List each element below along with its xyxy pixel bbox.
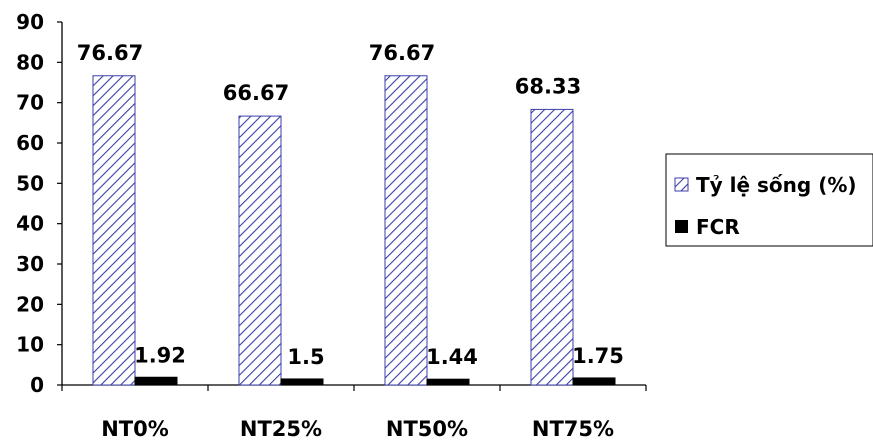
legend-frame — [665, 153, 873, 247]
legend-swatch-survival — [674, 177, 689, 192]
data-label-fcr: 1.75 — [572, 344, 624, 368]
data-label-fcr: 1.92 — [134, 343, 186, 367]
y-tick-label: 40 — [16, 212, 44, 236]
x-tick-label: NT75% — [532, 417, 614, 440]
bar-fcr — [280, 378, 324, 386]
y-tick-label: 50 — [16, 171, 44, 195]
x-tick-label: NT0% — [101, 417, 169, 440]
legend: Tỷ lệ sống (%) FCR — [665, 153, 873, 247]
bar-survival-rate — [530, 108, 574, 386]
y-tick-label: 70 — [16, 91, 44, 115]
bar-fcr — [134, 376, 178, 386]
legend-label-survival: Tỷ lệ sống (%) — [696, 173, 857, 197]
y-tick-label: 90 — [16, 10, 44, 34]
bar-fcr — [426, 378, 470, 386]
y-tick-label: 10 — [16, 333, 44, 357]
legend-swatch-fcr — [675, 220, 688, 233]
data-label-survival-rate: 66.67 — [223, 81, 289, 105]
x-tick-label: NT25% — [240, 417, 322, 440]
x-tick-label: NT50% — [386, 417, 468, 440]
data-label-fcr: 1.44 — [426, 345, 478, 369]
bar-survival-rate — [384, 75, 428, 386]
y-tick-label: 20 — [16, 292, 44, 316]
data-label-survival-rate: 76.67 — [77, 41, 143, 65]
axes: 0 10 20 30 40 50 60 70 80 90 NT0% NT25% NT50% NT75% — [16, 10, 647, 441]
data-label-survival-rate: 68.33 — [515, 74, 581, 98]
bar-survival-rate — [92, 75, 136, 386]
bar-fcr — [572, 377, 616, 386]
legend-label-fcr: FCR — [696, 215, 740, 239]
data-label-fcr: 1.5 — [287, 345, 324, 369]
y-tick-label: 0 — [30, 373, 44, 397]
bars — [92, 75, 616, 386]
y-tick-label: 30 — [16, 252, 44, 276]
y-tick-label: 80 — [16, 50, 44, 74]
bar-survival-rate — [238, 115, 282, 386]
data-labels: 76.67 1.92 66.67 1.5 76.67 1.44 68.33 1.75 — [77, 41, 624, 369]
y-tick-label: 60 — [16, 131, 44, 155]
data-label-survival-rate: 76.67 — [369, 41, 435, 65]
